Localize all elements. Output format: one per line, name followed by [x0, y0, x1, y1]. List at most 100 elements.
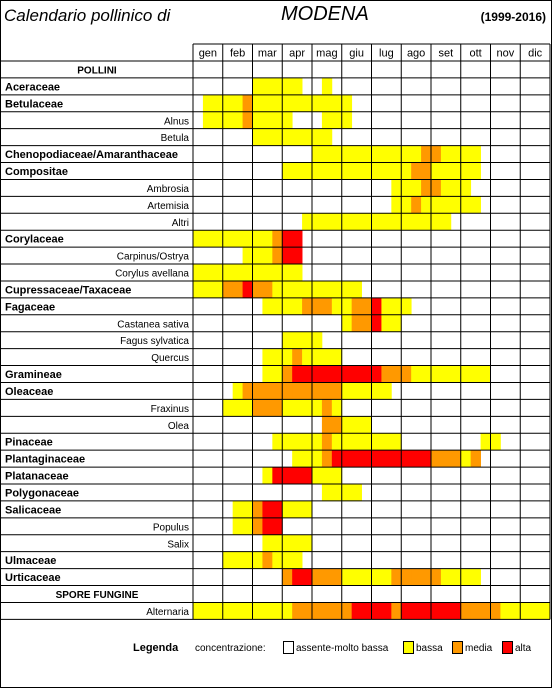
cell-oleaceae-18	[371, 382, 382, 400]
cell-castanea-sativa-16	[351, 314, 362, 332]
cell-fraxinus-3	[222, 399, 234, 417]
cell-plantaginaceae-16	[351, 450, 362, 468]
cell-platanaceae-13	[321, 467, 333, 485]
cell-altri-20	[391, 213, 402, 231]
cell-corylaceae-7	[262, 230, 273, 248]
cell-ambrosia-27	[460, 179, 472, 197]
cell-pinaceae-17	[361, 433, 372, 451]
cell-urticaceae-14	[331, 568, 343, 586]
cell-quercus-11	[302, 348, 313, 366]
cell-salicaceae-11	[302, 500, 313, 519]
cell-urticaceae-23	[421, 568, 432, 586]
cell-alternaria-11	[302, 602, 313, 620]
cell-ambrosia-20	[391, 179, 402, 197]
cell-salicaceae-9	[282, 500, 293, 519]
cell-fagaceae-7	[262, 297, 273, 315]
cell-cupressaceae-taxaceae-10	[292, 280, 303, 299]
cell-betulaceae-9	[282, 94, 293, 112]
cell-chenopodiaceae-amaranthaceae-26	[450, 145, 462, 163]
cell-oleaceae-9	[282, 382, 293, 400]
cell-quercus-8	[272, 348, 283, 366]
cell-alnus-2	[212, 111, 224, 129]
cell-olea-15	[341, 416, 353, 434]
cell-betulaceae-12	[312, 94, 323, 112]
cell-altri-16	[351, 213, 362, 231]
cell-ulmaceae-10	[292, 551, 303, 569]
cell-oleaceae-15	[341, 382, 353, 400]
cell-alternaria-22	[411, 602, 422, 620]
cell-urticaceae-28	[470, 568, 481, 586]
cell-altri-19	[381, 213, 392, 231]
cell-populus-6	[252, 517, 263, 535]
cell-populus-8	[272, 517, 283, 535]
cell-cupressaceae-taxaceae-7	[262, 280, 273, 299]
cell-pinaceae-18	[371, 433, 382, 451]
legend-label-absent: assente-molto bassa	[296, 643, 389, 654]
cell-oleaceae-17	[361, 382, 372, 400]
cell-quercus-7	[262, 348, 273, 366]
cell-olea-14	[331, 416, 343, 434]
row-label-ambrosia: Ambrosia	[147, 184, 190, 195]
cell-platanaceae-7	[262, 467, 273, 485]
cell-fagus-sylvatica-10	[292, 331, 303, 349]
cell-urticaceae-26	[450, 568, 462, 586]
cell-compositae-25	[440, 162, 452, 180]
cell-castanea-sativa-19	[381, 314, 392, 332]
cell-carpinus-ostrya-8	[272, 247, 283, 265]
cell-alternaria-20	[391, 602, 402, 620]
cell-polygonaceae-16	[351, 484, 362, 502]
cell-alternaria-19	[381, 602, 392, 620]
cell-fagaceae-12	[312, 297, 323, 315]
cell-fagaceae-21	[401, 297, 412, 315]
cell-compositae-10	[292, 162, 303, 180]
cell-ambrosia-25	[440, 179, 452, 197]
cell-pinaceae-15	[341, 433, 353, 451]
cell-alternaria-3	[222, 602, 234, 620]
cell-betulaceae-7	[262, 94, 273, 112]
cell-gramineae-12	[312, 365, 323, 383]
cell-chenopodiaceae-amaranthaceae-27	[460, 145, 472, 163]
cell-corylaceae-8	[272, 230, 283, 248]
cell-plantaginaceae-18	[371, 450, 382, 468]
month-label-ago: ago	[407, 48, 425, 60]
cell-corylus-avellana-0	[193, 264, 204, 282]
cell-gramineae-9	[282, 365, 293, 383]
legend-title: Legenda	[133, 642, 179, 654]
cell-gramineae-29	[480, 365, 491, 383]
row-label-populus: Populus	[153, 522, 189, 533]
cell-compositae-20	[391, 162, 402, 180]
cell-corylaceae-5	[242, 230, 253, 248]
cell-chenopodiaceae-amaranthaceae-21	[401, 145, 412, 163]
cell-fagaceae-15	[341, 297, 353, 315]
row-label-corylus-avellana: Corylus avellana	[115, 269, 189, 280]
cell-alternaria-24	[431, 602, 442, 620]
cell-urticaceae-21	[401, 568, 412, 586]
row-label-altri: Altri	[172, 218, 189, 229]
cell-chenopodiaceae-amaranthaceae-19	[381, 145, 392, 163]
cell-compositae-22	[411, 162, 422, 180]
row-label-spore-fungine: SPORE FUNGINE	[56, 590, 139, 601]
cell-pinaceae-30	[490, 433, 501, 451]
cell-urticaceae-25	[440, 568, 452, 586]
cell-gramineae-18	[371, 365, 382, 383]
month-label-gen: gen	[199, 48, 217, 60]
cell-alternaria-9	[282, 602, 293, 620]
cell-carpinus-ostrya-5	[242, 247, 253, 265]
cell-fagaceae-18	[371, 297, 382, 315]
cell-artemisia-25	[440, 196, 452, 214]
cell-compositae-13	[321, 162, 333, 180]
cell-cupressaceae-taxaceae-11	[302, 280, 313, 299]
cell-corylus-avellana-2	[212, 264, 224, 282]
cell-alternaria-17	[361, 602, 372, 620]
row-label-betulaceae: Betulaceae	[5, 98, 63, 110]
cell-gramineae-17	[361, 365, 372, 383]
cell-alternaria-34	[530, 602, 541, 620]
cell-betulaceae-8	[272, 94, 283, 112]
cell-altri-17	[361, 213, 372, 231]
row-label-oleaceae: Oleaceae	[5, 386, 53, 398]
cell-alnus-9	[282, 111, 293, 129]
cell-aceraceae-8	[272, 77, 283, 96]
cell-corylaceae-10	[292, 230, 303, 248]
cell-aceraceae-13	[321, 77, 333, 96]
cell-fraxinus-9	[282, 399, 293, 417]
